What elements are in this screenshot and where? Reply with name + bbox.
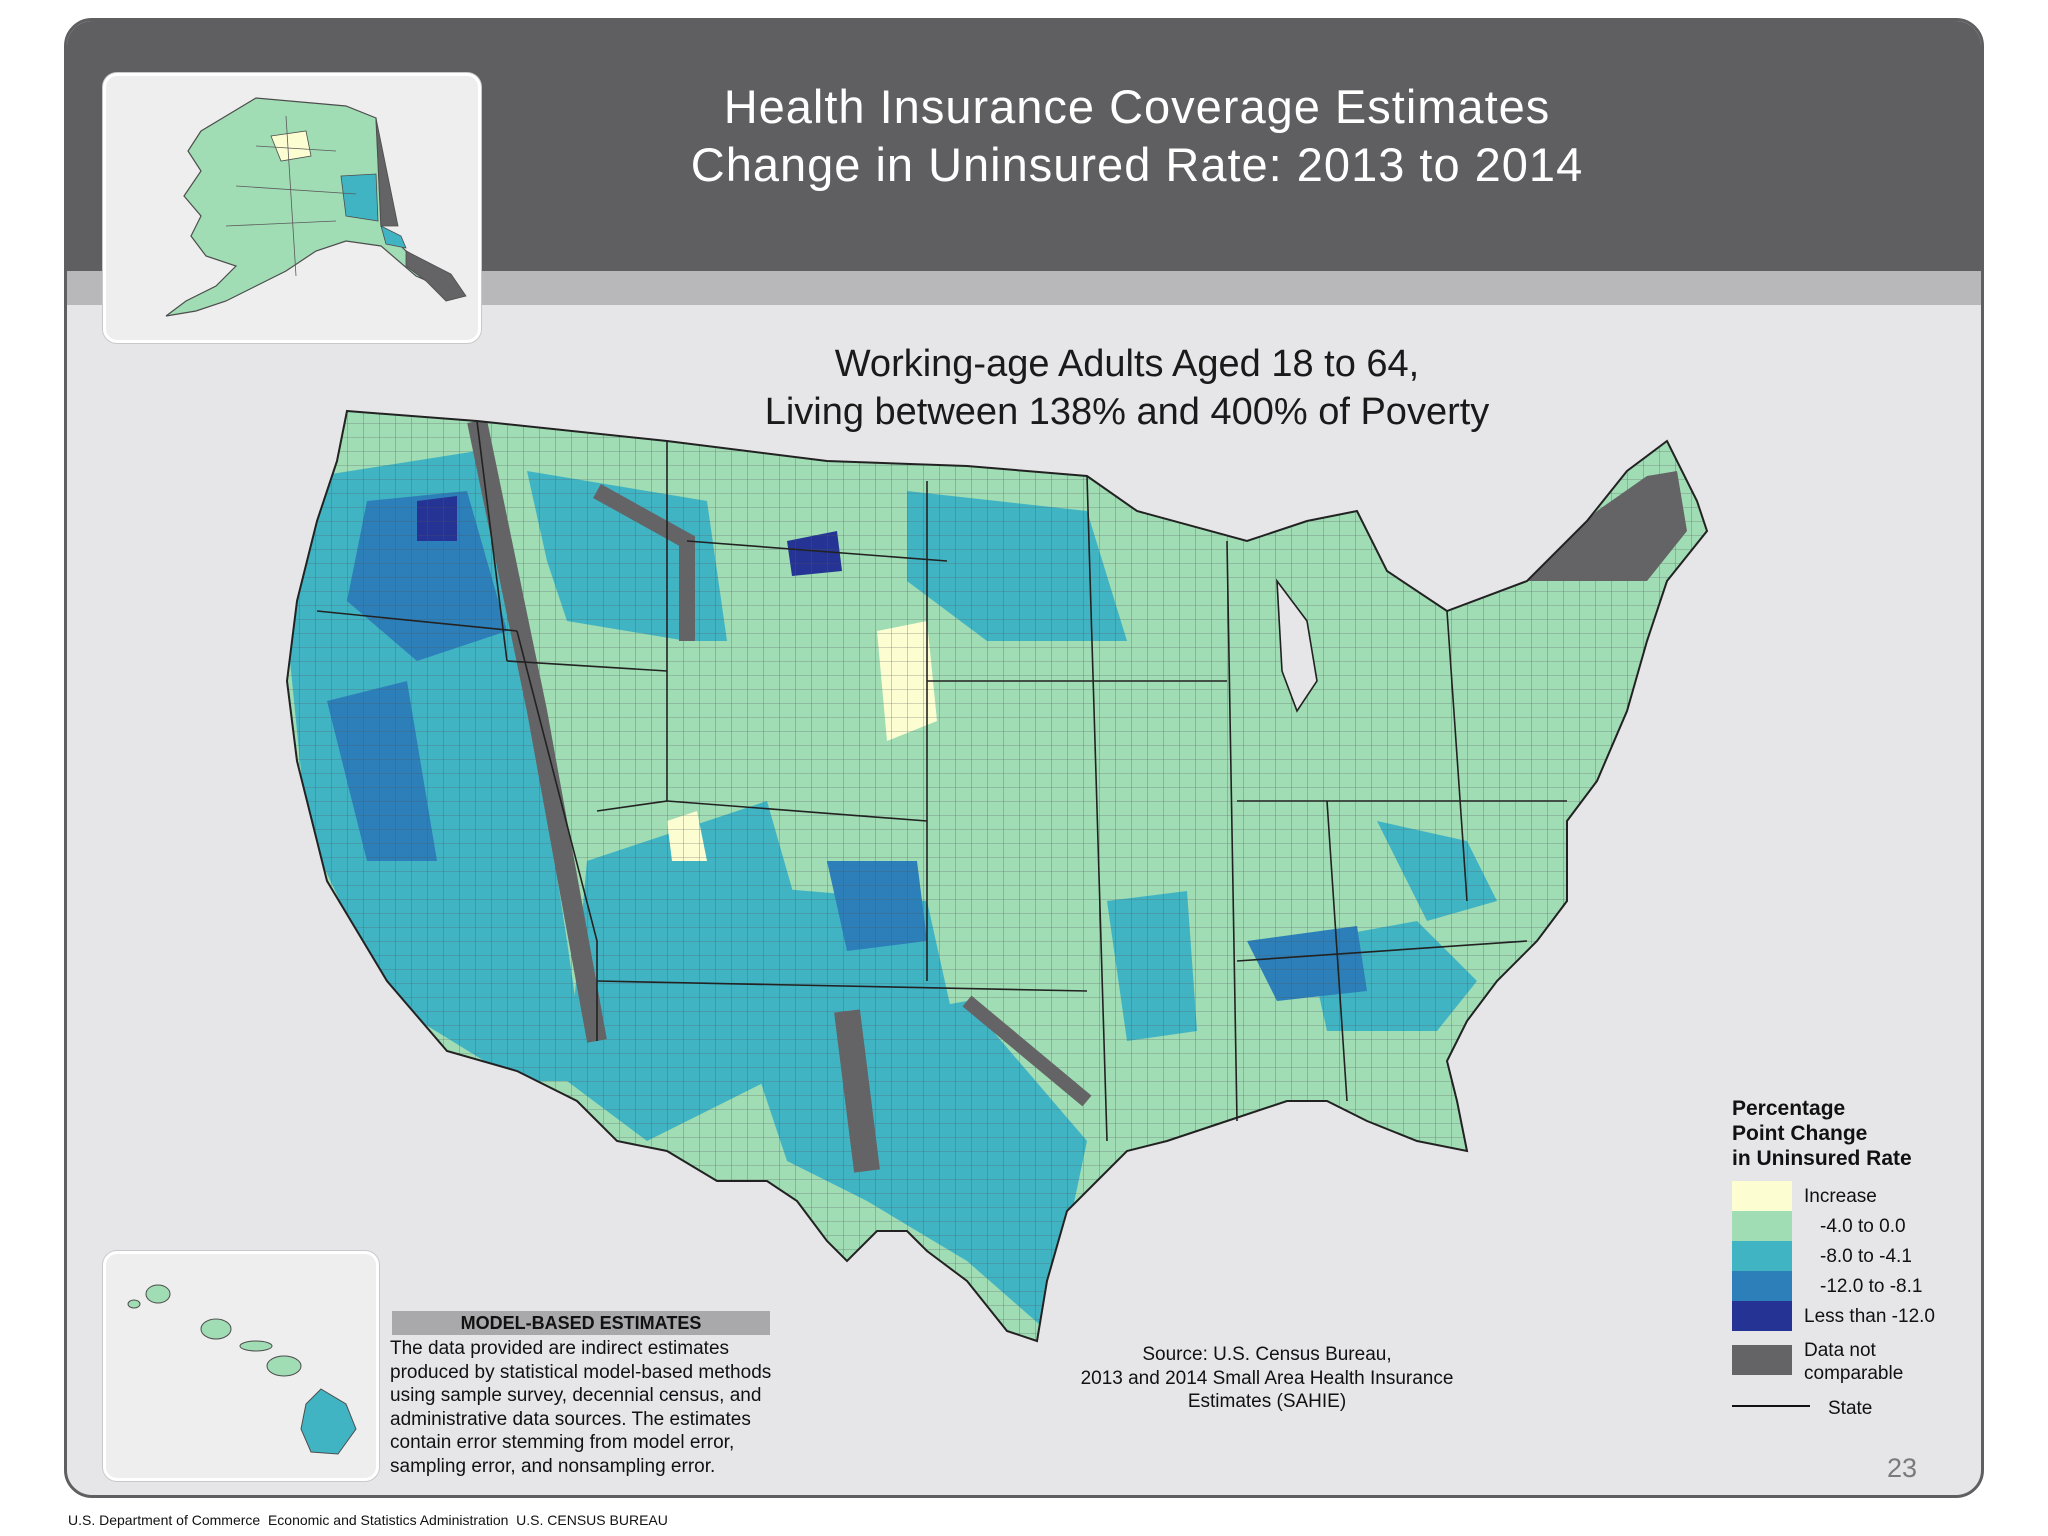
state-line-or-ca bbox=[316, 610, 518, 632]
alaska-panhandle-no-data bbox=[405, 250, 467, 302]
alaska-no-data bbox=[375, 117, 399, 227]
hawaii-big-island bbox=[300, 1388, 357, 1455]
alaska-increase-area bbox=[270, 130, 312, 162]
state-line-ca-nv bbox=[516, 630, 598, 1041]
state-line-pa-ny bbox=[1446, 610, 1468, 902]
alaska-inset bbox=[103, 73, 481, 343]
legend-item-no-data: Data not comparable bbox=[1732, 1339, 1962, 1385]
legend-swatch-no-data bbox=[1732, 1345, 1792, 1375]
state-line-tn-ky bbox=[1236, 940, 1528, 962]
legend-label-no-data: Data not comparable bbox=[1804, 1340, 1904, 1384]
legend-label: -4.0 to 0.0 bbox=[1820, 1216, 1906, 1237]
legend-swatch bbox=[1732, 1271, 1792, 1301]
footer-credit: U.S. Department of Commerce Economic and… bbox=[68, 1512, 668, 1528]
model-based-estimates-header: MODEL-BASED ESTIMATES bbox=[392, 1311, 770, 1335]
hawaii-niihau bbox=[127, 1299, 141, 1309]
alaska-blue-area-2 bbox=[380, 225, 407, 249]
legend-label: Less than -12.0 bbox=[1804, 1306, 1935, 1327]
hawaii-map bbox=[127, 1284, 357, 1455]
alaska-borough-lines bbox=[225, 115, 357, 277]
legend-state-line bbox=[1732, 1405, 1810, 1407]
legend-item: Increase bbox=[1732, 1181, 1962, 1211]
legend-item: Less than -12.0 bbox=[1732, 1301, 1962, 1331]
map-title-line-2: Change in Uninsured Rate: 2013 to 2014 bbox=[690, 138, 1584, 191]
legend-swatch bbox=[1732, 1211, 1792, 1241]
hawaii-kauai bbox=[145, 1284, 171, 1304]
map-title-line-1: Health Insurance Coverage Estimates bbox=[723, 80, 1551, 133]
legend-label: -8.0 to -4.1 bbox=[1820, 1246, 1912, 1267]
state-line-plains-east bbox=[1086, 475, 1108, 1142]
page-number: 23 bbox=[1887, 1453, 1918, 1483]
legend-label-state: State bbox=[1828, 1398, 1873, 1419]
state-line-in-al bbox=[1326, 800, 1348, 1102]
conus-outline bbox=[285, 409, 1709, 1343]
hawaii-molokai bbox=[239, 1340, 273, 1352]
state-line-wa-id bbox=[476, 420, 508, 662]
hawaii-maui bbox=[266, 1355, 302, 1377]
new-mexico-no-data bbox=[834, 1009, 880, 1173]
hawaii-inset bbox=[103, 1251, 379, 1481]
legend-item: -12.0 to -8.1 bbox=[1732, 1271, 1962, 1301]
source-note: Source: U.S. Census Bureau, 2013 and 201… bbox=[1080, 1344, 1454, 1412]
legend-swatch bbox=[1732, 1181, 1792, 1211]
slide: Health Insurance Coverage Estimates Chan… bbox=[64, 18, 1984, 1498]
state-boundaries bbox=[316, 420, 1567, 1142]
maine-no-data bbox=[1527, 471, 1687, 581]
conus-fill-group bbox=[287, 411, 1707, 1341]
legend-item-state: State bbox=[1732, 1393, 1962, 1423]
alaska-shape bbox=[165, 97, 452, 317]
lake-michigan bbox=[1276, 578, 1318, 713]
oklahoma-no-data bbox=[962, 995, 1092, 1107]
legend: Percentage Point Change in Uninsured Rat… bbox=[1732, 1096, 1962, 1423]
legend-swatch bbox=[1732, 1241, 1792, 1271]
subtitle-line-2: Living between 138% and 400% of Poverty bbox=[764, 391, 1490, 433]
legend-label: Increase bbox=[1804, 1186, 1877, 1207]
model-based-estimates-text: The data provided are indirect estimates… bbox=[390, 1338, 772, 1477]
legend-title: Percentage Point Change in Uninsured Rat… bbox=[1732, 1097, 1912, 1170]
state-line-co-ne-ks bbox=[666, 800, 928, 822]
contiguous-us-map bbox=[285, 409, 1709, 1343]
state-line-mt-wy bbox=[686, 540, 948, 562]
legend-swatch bbox=[1732, 1301, 1792, 1331]
state-line-nv-id-ut bbox=[506, 660, 668, 672]
subtitle-line-1: Working-age Adults Aged 18 to 64, bbox=[834, 343, 1420, 385]
hawaii-oahu bbox=[200, 1318, 232, 1340]
legend-item: -4.0 to 0.0 bbox=[1732, 1211, 1962, 1241]
state-line-mississippi bbox=[1226, 540, 1238, 1122]
alaska-map bbox=[165, 97, 467, 317]
legend-item: -8.0 to -4.1 bbox=[1732, 1241, 1962, 1271]
legend-label: -12.0 to -8.1 bbox=[1820, 1276, 1923, 1297]
state-line-az-nm-ok bbox=[596, 980, 1088, 992]
alaska-blue-area bbox=[340, 173, 379, 222]
